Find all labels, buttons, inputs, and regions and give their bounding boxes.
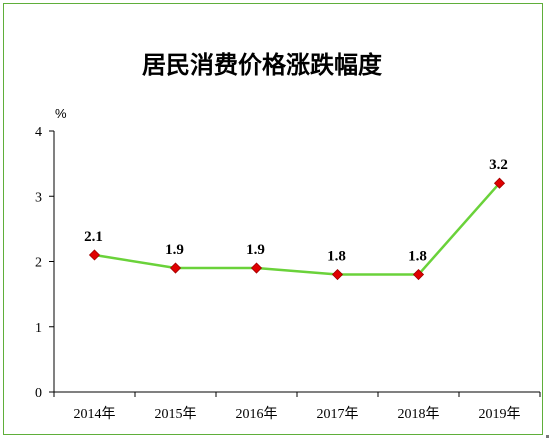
data-label: 1.8 (327, 249, 346, 265)
corner-mark (546, 435, 549, 438)
y-tick-label: 4 (35, 125, 42, 140)
data-label: 1.9 (246, 242, 265, 258)
chart-frame (3, 3, 543, 435)
x-tick-label: 2019年 (479, 406, 521, 422)
y-tick-labels: 0 1 2 3 4 (35, 125, 42, 401)
data-label: 3.2 (489, 157, 508, 173)
data-point (88, 249, 101, 261)
data-point (250, 262, 263, 274)
data-label: 1.8 (408, 249, 427, 265)
y-tick-label: 3 (35, 190, 42, 205)
y-tick-label: 2 (35, 256, 42, 271)
x-tick-labels: 2014年 2015年 2016年 2017年 2018年 2019年 (74, 406, 521, 422)
x-tick-label: 2014年 (74, 406, 116, 422)
data-point (331, 268, 344, 281)
y-axis-unit: % (55, 106, 67, 121)
series (88, 177, 506, 281)
x-tick-label: 2018年 (398, 406, 440, 422)
axes (49, 130, 541, 397)
data-point (412, 268, 425, 281)
y-tick-label: 0 (35, 386, 42, 401)
data-point (493, 177, 506, 189)
chart-title: 居民消费价格涨跌幅度 (142, 51, 383, 79)
data-label: 1.9 (165, 242, 184, 258)
series-line (94, 182, 501, 276)
y-tick-label: 1 (35, 321, 42, 336)
data-labels: 2.1 1.9 1.9 1.8 1.8 3.2 (84, 157, 508, 264)
x-tick-label: 2017年 (317, 406, 359, 422)
data-point (169, 262, 182, 274)
data-label: 2.1 (84, 229, 103, 245)
x-tick-label: 2016年 (236, 406, 278, 422)
x-tick-label: 2015年 (155, 406, 197, 422)
